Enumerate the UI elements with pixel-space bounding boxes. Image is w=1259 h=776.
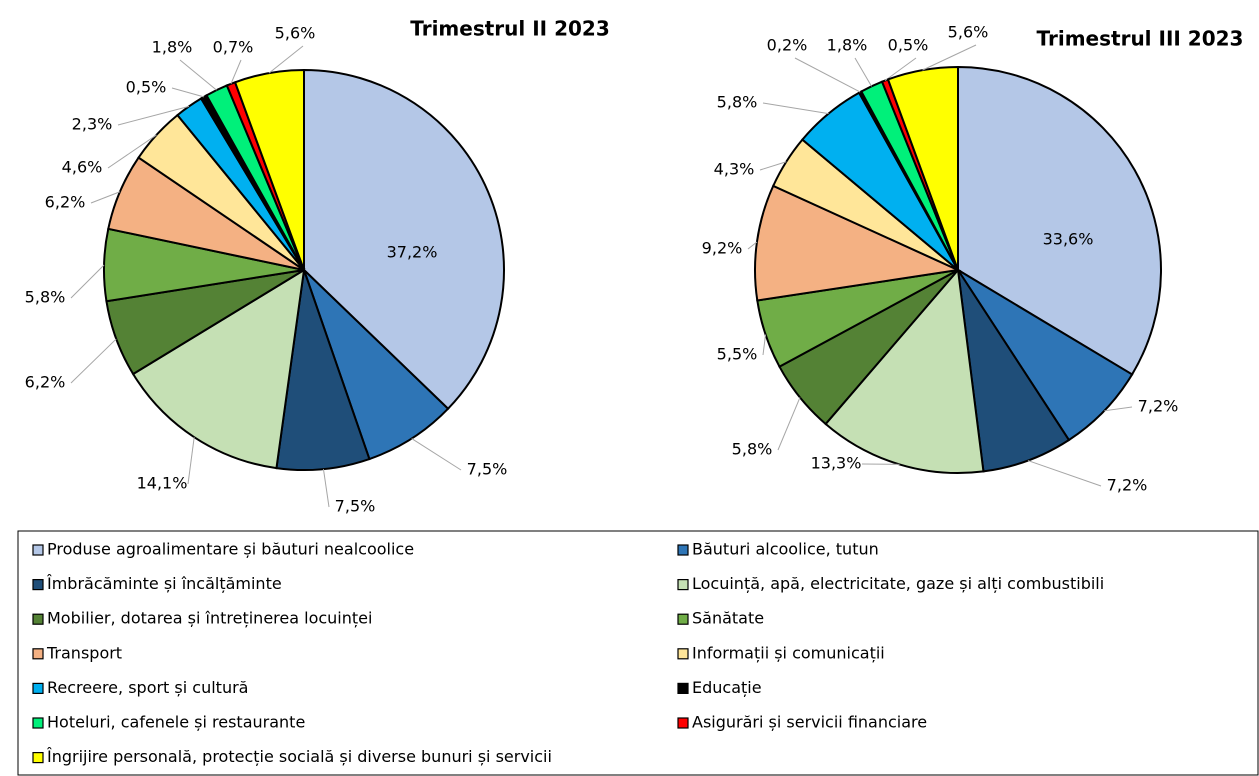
legend-swatch bbox=[32, 613, 44, 625]
legend-label: Transport bbox=[46, 643, 122, 662]
data-label: 7,2% bbox=[1107, 476, 1148, 495]
pie-slice bbox=[824, 267, 985, 474]
legend-label: Educație bbox=[692, 678, 762, 697]
leader-line bbox=[1104, 406, 1133, 412]
pie-slice bbox=[886, 65, 959, 271]
data-label: 0,5% bbox=[888, 36, 929, 55]
data-label: 0,7% bbox=[213, 38, 254, 57]
data-label: 6,2% bbox=[45, 193, 86, 212]
data-label: 33,6% bbox=[1043, 230, 1094, 249]
legend-label: Îngrijire personală, protecție socială ș… bbox=[46, 747, 552, 766]
leader-line bbox=[884, 57, 917, 81]
data-label: 7,5% bbox=[467, 460, 508, 479]
leader-line bbox=[179, 59, 217, 91]
data-label: 14,1% bbox=[137, 474, 188, 493]
legend-swatch bbox=[32, 544, 44, 556]
legend-label: Mobilier, dotarea și întreținerea locuin… bbox=[47, 609, 372, 628]
legend-swatch bbox=[677, 578, 689, 591]
legend-swatch bbox=[32, 578, 44, 591]
leader-line bbox=[411, 438, 462, 471]
data-label: 5,8% bbox=[717, 93, 758, 112]
data-label: 0,5% bbox=[126, 78, 167, 97]
pie-slice bbox=[957, 65, 1162, 376]
leader-line bbox=[70, 338, 117, 384]
pie-slice bbox=[131, 268, 306, 470]
leader-line bbox=[854, 57, 872, 87]
legend-swatch bbox=[677, 717, 689, 729]
data-label: 6,2% bbox=[25, 373, 66, 392]
pie-slice bbox=[303, 68, 505, 411]
data-label: 0,2% bbox=[767, 36, 808, 55]
legend-swatch bbox=[677, 613, 689, 625]
chart-title: Trimestrul III 2023 bbox=[1037, 27, 1244, 51]
legend-label: Hoteluri, cafenele și restaurante bbox=[47, 713, 305, 732]
legend-label: Sănătate bbox=[692, 609, 764, 628]
leader-line bbox=[1027, 460, 1102, 487]
leader-line bbox=[268, 45, 304, 74]
leader-line bbox=[794, 57, 861, 93]
leader-line bbox=[922, 44, 977, 71]
data-label: 4,3% bbox=[714, 160, 755, 179]
data-label: 1,8% bbox=[152, 38, 193, 57]
data-label: 5,8% bbox=[732, 440, 773, 459]
data-label: 13,3% bbox=[811, 454, 862, 473]
chart-title: Trimestrul II 2023 bbox=[410, 17, 609, 41]
leader-line bbox=[230, 59, 242, 85]
data-label: 5,6% bbox=[948, 23, 989, 42]
data-label: 5,5% bbox=[717, 345, 758, 364]
legend-box bbox=[17, 530, 1259, 776]
legend-swatch bbox=[677, 648, 689, 660]
leader-line bbox=[187, 437, 195, 485]
legend-swatch bbox=[677, 682, 689, 695]
data-label: 7,2% bbox=[1138, 397, 1179, 416]
legend-swatch bbox=[32, 682, 44, 695]
data-label: 1,8% bbox=[827, 36, 868, 55]
data-label: 9,2% bbox=[702, 239, 743, 258]
legend-swatch bbox=[677, 544, 689, 556]
data-label: 7,5% bbox=[335, 497, 376, 516]
leader-line bbox=[777, 397, 801, 451]
data-label: 37,2% bbox=[387, 243, 438, 262]
leader-line bbox=[171, 87, 204, 98]
leader-line bbox=[762, 102, 829, 115]
leader-line bbox=[107, 134, 157, 169]
leader-line bbox=[90, 191, 121, 204]
leader-line bbox=[70, 264, 105, 299]
legend-swatch bbox=[32, 648, 44, 660]
legend-label: Băuturi alcoolice, tutun bbox=[692, 540, 879, 559]
data-label: 4,6% bbox=[62, 158, 103, 177]
legend-label: Locuință, apă, electricitate, gaze și al… bbox=[692, 574, 1104, 593]
leader-line bbox=[762, 334, 767, 356]
legend-label: Asigurări și servicii financiare bbox=[692, 713, 927, 732]
pie-slice bbox=[233, 68, 305, 271]
legend-label: Produse agroalimentare și băuturi nealco… bbox=[47, 540, 414, 559]
legend-swatch bbox=[32, 751, 44, 764]
leader-line bbox=[747, 241, 758, 250]
leader-line bbox=[759, 161, 787, 171]
data-label: 5,6% bbox=[275, 24, 316, 43]
legend-label: Recreere, sport și cultură bbox=[47, 678, 248, 697]
leader-line bbox=[322, 468, 330, 508]
leader-line bbox=[117, 105, 190, 126]
data-label: 2,3% bbox=[72, 115, 113, 134]
legend-label: Îmbrăcăminte și încălțăminte bbox=[46, 574, 282, 593]
legend-label: Informații și comunicații bbox=[692, 643, 885, 662]
data-label: 5,8% bbox=[25, 288, 66, 307]
legend-swatch bbox=[32, 717, 44, 729]
